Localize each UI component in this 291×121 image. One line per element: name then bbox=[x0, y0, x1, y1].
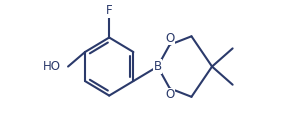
Text: F: F bbox=[106, 4, 113, 17]
Text: O: O bbox=[165, 32, 174, 45]
Text: B: B bbox=[154, 60, 162, 73]
Text: O: O bbox=[165, 88, 174, 101]
Text: HO: HO bbox=[43, 60, 61, 73]
